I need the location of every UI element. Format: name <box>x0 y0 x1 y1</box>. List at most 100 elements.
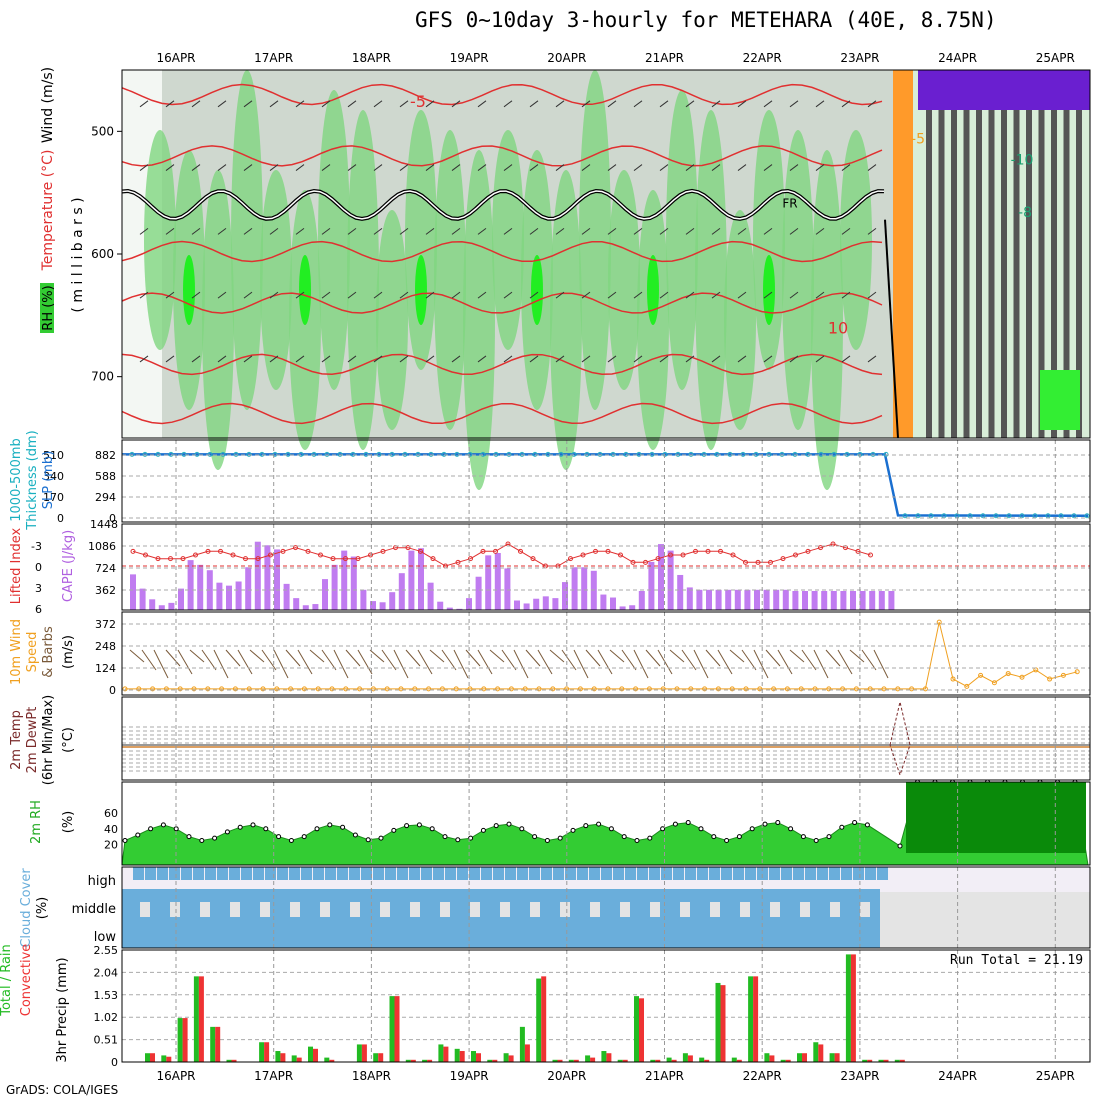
precip-convective-bar <box>557 1059 563 1062</box>
precip-convective-bar <box>264 1042 270 1062</box>
wind-speed-marker <box>991 680 997 686</box>
rh2m-marker <box>352 832 358 838</box>
cape-bar <box>370 601 376 610</box>
rh2m-marker <box>237 824 243 830</box>
wind-barb-10m <box>849 649 865 663</box>
cape-bar <box>283 583 290 610</box>
precip-convective-bar <box>687 1055 693 1062</box>
rh-contour-blob <box>608 170 640 390</box>
cloud-middle-gap <box>680 902 690 917</box>
thickness-marker <box>792 451 798 457</box>
wind-barb <box>373 100 383 108</box>
cape-bar <box>571 567 578 610</box>
wind-barb-10m <box>225 649 241 667</box>
precip-total-bar <box>291 1055 297 1062</box>
wind-barb-10m <box>153 649 169 679</box>
precip-total-bar <box>226 1059 232 1062</box>
wind-barb <box>269 355 279 363</box>
wind-barb-10m <box>801 649 817 671</box>
rh2m-marker <box>493 823 499 829</box>
cape-bar <box>446 607 453 610</box>
wind-barb-10m <box>873 649 889 679</box>
cape-bar <box>312 604 319 610</box>
rh2m-marker <box>340 824 346 830</box>
lifted-index-marker <box>380 548 386 554</box>
cape-bar <box>197 564 204 610</box>
wind-barb <box>659 100 669 108</box>
wind-barb <box>867 291 877 299</box>
precip-total-bar <box>438 1044 444 1062</box>
wind-barb <box>867 355 877 363</box>
cape-bar <box>610 597 616 610</box>
rh-high-core <box>763 255 775 325</box>
precip-total-bar <box>682 1053 688 1062</box>
rh2m-panel <box>121 779 1089 866</box>
cape-bar <box>696 589 703 610</box>
cloud-ylabel-a: Cloud Cover <box>19 868 34 948</box>
wind-barb-10m <box>357 649 373 675</box>
cloud-high-bar <box>325 867 336 880</box>
lifted-index-marker <box>293 545 298 551</box>
wind-barb <box>477 164 487 171</box>
precip-convective-bar <box>834 1053 840 1062</box>
rh2m-marker <box>813 838 819 843</box>
thickness-marker <box>1019 513 1025 519</box>
axes-layer: 16APR 16APR 17APR 17APR 18APR 18APR 19APR 19APR… <box>0 51 1091 1083</box>
thickness-marker <box>870 451 876 457</box>
date-label-top: 17APR <box>254 51 293 65</box>
thickness-marker <box>831 451 837 457</box>
wind-barb <box>295 227 305 235</box>
barb-column <box>1001 110 1007 438</box>
barb-column <box>963 110 970 438</box>
rh-contour-blob <box>202 170 234 470</box>
precip-total-bar <box>161 1055 167 1062</box>
thickness-marker <box>181 451 187 457</box>
cloud-high-bar <box>625 867 636 880</box>
thickness-marker <box>636 451 642 457</box>
wind-barb <box>347 164 357 171</box>
cloud-middle-gap <box>770 902 780 917</box>
cloud-high-bar <box>481 867 492 880</box>
contour-label-minus5-right: -5 <box>911 132 925 148</box>
slp-ylabel-c: SLP (mb) <box>41 451 56 510</box>
contour-label-minus5: -5 <box>410 92 426 111</box>
wind-barb <box>373 164 383 171</box>
barb-column <box>938 110 945 438</box>
precip-total-bar <box>324 1057 330 1062</box>
wind-barb-10m <box>129 649 145 663</box>
wind-barb <box>399 227 409 235</box>
cape-bar <box>302 605 309 610</box>
wind-barb-10m <box>549 649 565 663</box>
wind-barb <box>555 291 565 299</box>
thickness-marker <box>610 451 616 457</box>
rh-contour-blob <box>434 130 466 430</box>
cape-bar <box>293 598 300 610</box>
cape-bar <box>226 585 232 610</box>
cape-bar <box>782 589 789 610</box>
wind-barb <box>529 291 539 299</box>
wind-barb <box>451 100 461 108</box>
wind-barb <box>295 291 305 299</box>
rh-ylabel-a: 2m RH <box>29 800 44 844</box>
precip-convective-bar <box>720 985 726 1062</box>
precip-total-bar <box>845 954 851 1062</box>
rh2m-marker <box>135 832 141 838</box>
thickness-marker <box>623 451 629 457</box>
cape-bar <box>523 603 530 610</box>
thickness-marker <box>142 451 148 457</box>
thickness-marker <box>740 451 746 457</box>
cloud-high-bar <box>781 867 792 880</box>
wind-barb <box>217 355 227 363</box>
wind-barb-10m <box>537 649 553 675</box>
thickness-marker <box>558 451 564 457</box>
rh2m-marker <box>724 838 730 843</box>
rh-contour-blob <box>811 150 843 490</box>
rh-ytick: 60 <box>104 807 118 820</box>
cloud-high-bar <box>709 867 720 880</box>
rh2m-marker <box>224 829 230 835</box>
wind-barb-10m <box>609 649 625 663</box>
wind-barb-10m <box>597 649 613 675</box>
cape-bar <box>475 576 482 610</box>
wind-barb <box>789 227 799 235</box>
temp-ylabel-a: 2m Temp <box>9 710 24 770</box>
